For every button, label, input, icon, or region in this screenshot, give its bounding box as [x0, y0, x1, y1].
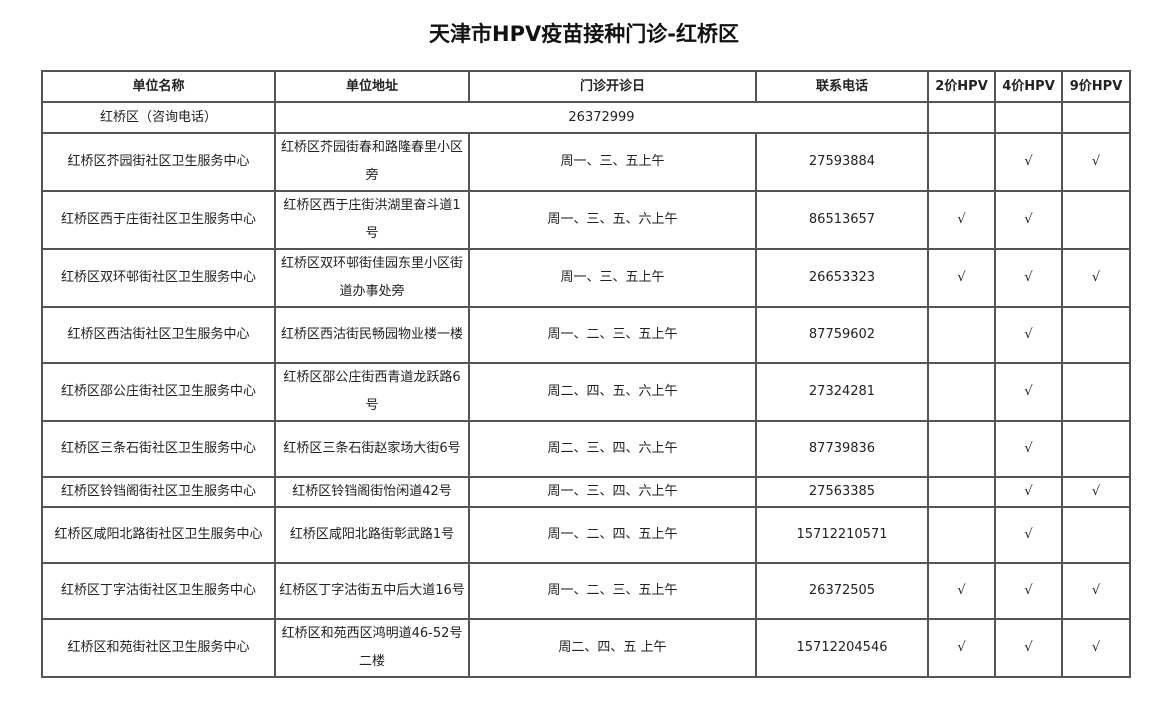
cell-address: 红桥区和苑西区鸿明道46-52号二楼 — [274, 618, 470, 678]
cell-name: 红桥区邵公庄街社区卫生服务中心 — [41, 362, 276, 422]
clinic-table: 单位名称 单位地址 门诊开诊日 联系电话 2价HPV 4价HPV 9价HPV 红… — [41, 70, 1131, 678]
cell-phone: 15712204546 — [755, 618, 929, 678]
cell-address: 红桥区西沽街民畅园物业楼一楼 — [274, 306, 470, 364]
cell-hpv9: √ — [1061, 132, 1131, 192]
header-hpv9: 9价HPV — [1061, 70, 1131, 103]
cell-phone: 86513657 — [755, 190, 929, 250]
table-row: 红桥区邵公庄街社区卫生服务中心 红桥区邵公庄街西青道龙跃路6号 周二、四、五、六上午… — [41, 362, 1131, 422]
cell-name: 红桥区芥园街社区卫生服务中心 — [41, 132, 276, 192]
cell-hpv4: √ — [994, 420, 1063, 478]
table-row: 红桥区西沽街社区卫生服务中心 红桥区西沽街民畅园物业楼一楼 周一、二、三、五上午 87… — [41, 306, 1131, 364]
table-row: 红桥区三条石街社区卫生服务中心 红桥区三条石街赵家场大街6号 周二、三、四、六上午 8… — [41, 420, 1131, 478]
cell-hpv2 — [927, 362, 996, 422]
cell-name: 红桥区咸阳北路街社区卫生服务中心 — [41, 506, 276, 564]
cell-hpv4: √ — [994, 132, 1063, 192]
cell-phone: 26653323 — [755, 248, 929, 308]
header-hpv2: 2价HPV — [927, 70, 996, 103]
cell-hpv4: √ — [994, 618, 1063, 678]
cell-hpv9 — [1061, 101, 1131, 134]
cell-hpv2 — [927, 420, 996, 478]
cell-address: 红桥区三条石街赵家场大街6号 — [274, 420, 470, 478]
table-row: 红桥区丁字沽街社区卫生服务中心 红桥区丁字沽街五中后大道16号 周一、二、三、五上午… — [41, 562, 1131, 620]
cell-address: 红桥区铃铛阁街怡闲道42号 — [274, 476, 470, 508]
cell-hpv2: √ — [927, 190, 996, 250]
cell-phone: 15712210571 — [755, 506, 929, 564]
cell-hpv2 — [927, 506, 996, 564]
cell-hpv2: √ — [927, 618, 996, 678]
cell-hpv4 — [994, 101, 1063, 134]
consult-label: 红桥区（咨询电话） — [41, 101, 276, 134]
cell-days: 周一、三、五上午 — [468, 248, 757, 308]
cell-days: 周二、四、五 上午 — [468, 618, 757, 678]
cell-name: 红桥区西沽街社区卫生服务中心 — [41, 306, 276, 364]
header-phone: 联系电话 — [755, 70, 929, 103]
cell-phone: 27593884 — [755, 132, 929, 192]
table-row: 红桥区和苑街社区卫生服务中心 红桥区和苑西区鸿明道46-52号二楼 周二、四、五 上… — [41, 618, 1131, 678]
table-row: 红桥区铃铛阁街社区卫生服务中心 红桥区铃铛阁街怡闲道42号 周一、三、四、六上午 27… — [41, 476, 1131, 508]
header-days: 门诊开诊日 — [468, 70, 757, 103]
cell-hpv2 — [927, 476, 996, 508]
cell-address: 红桥区双环邨街佳园东里小区街道办事处旁 — [274, 248, 470, 308]
table-row: 红桥区芥园街社区卫生服务中心 红桥区芥园街春和路隆春里小区旁 周一、三、五上午 275… — [41, 132, 1131, 192]
cell-name: 红桥区丁字沽街社区卫生服务中心 — [41, 562, 276, 620]
cell-address: 红桥区邵公庄街西青道龙跃路6号 — [274, 362, 470, 422]
cell-days: 周一、三、五、六上午 — [468, 190, 757, 250]
consult-row: 红桥区（咨询电话） 26372999 — [41, 101, 1131, 134]
cell-hpv9: √ — [1061, 618, 1131, 678]
cell-name: 红桥区西于庄街社区卫生服务中心 — [41, 190, 276, 250]
table-row: 红桥区西于庄街社区卫生服务中心 红桥区西于庄街洪湖里奋斗道1号 周一、三、五、六上午… — [41, 190, 1131, 250]
header-hpv4: 4价HPV — [994, 70, 1063, 103]
cell-hpv9 — [1061, 362, 1131, 422]
header-name: 单位名称 — [41, 70, 276, 103]
cell-hpv2: √ — [927, 248, 996, 308]
cell-name: 红桥区铃铛阁街社区卫生服务中心 — [41, 476, 276, 508]
table-row: 红桥区咸阳北路街社区卫生服务中心 红桥区咸阳北路街彰武路1号 周一、二、四、五上午 1… — [41, 506, 1131, 564]
cell-phone: 87739836 — [755, 420, 929, 478]
header-row: 单位名称 单位地址 门诊开诊日 联系电话 2价HPV 4价HPV 9价HPV — [41, 70, 1131, 103]
cell-hpv9 — [1061, 506, 1131, 564]
cell-days: 周一、二、三、五上午 — [468, 306, 757, 364]
cell-name: 红桥区和苑街社区卫生服务中心 — [41, 618, 276, 678]
cell-days: 周二、三、四、六上午 — [468, 420, 757, 478]
cell-hpv2: √ — [927, 562, 996, 620]
cell-name: 红桥区三条石街社区卫生服务中心 — [41, 420, 276, 478]
cell-hpv4: √ — [994, 476, 1063, 508]
cell-name: 红桥区双环邨街社区卫生服务中心 — [41, 248, 276, 308]
cell-hpv4: √ — [994, 306, 1063, 364]
cell-phone: 87759602 — [755, 306, 929, 364]
cell-hpv2 — [927, 101, 996, 134]
cell-hpv4: √ — [994, 190, 1063, 250]
table-row: 红桥区双环邨街社区卫生服务中心 红桥区双环邨街佳园东里小区街道办事处旁 周一、三、五… — [41, 248, 1131, 308]
cell-phone: 27563385 — [755, 476, 929, 508]
cell-hpv9 — [1061, 190, 1131, 250]
consult-phone: 26372999 — [274, 101, 929, 134]
cell-hpv9 — [1061, 306, 1131, 364]
cell-hpv9: √ — [1061, 476, 1131, 508]
cell-days: 周二、四、五、六上午 — [468, 362, 757, 422]
cell-address: 红桥区丁字沽街五中后大道16号 — [274, 562, 470, 620]
cell-address: 红桥区咸阳北路街彰武路1号 — [274, 506, 470, 564]
cell-address: 红桥区西于庄街洪湖里奋斗道1号 — [274, 190, 470, 250]
cell-hpv2 — [927, 132, 996, 192]
cell-days: 周一、二、三、五上午 — [468, 562, 757, 620]
cell-hpv4: √ — [994, 562, 1063, 620]
cell-hpv9: √ — [1061, 248, 1131, 308]
cell-days: 周一、二、四、五上午 — [468, 506, 757, 564]
cell-phone: 27324281 — [755, 362, 929, 422]
cell-days: 周一、三、五上午 — [468, 132, 757, 192]
cell-address: 红桥区芥园街春和路隆春里小区旁 — [274, 132, 470, 192]
cell-hpv2 — [927, 306, 996, 364]
cell-hpv4: √ — [994, 506, 1063, 564]
header-address: 单位地址 — [274, 70, 470, 103]
cell-hpv4: √ — [994, 248, 1063, 308]
page-title: 天津市HPV疫苗接种门诊-红桥区 — [429, 22, 739, 46]
cell-hpv4: √ — [994, 362, 1063, 422]
cell-hpv9: √ — [1061, 562, 1131, 620]
cell-days: 周一、三、四、六上午 — [468, 476, 757, 508]
cell-phone: 26372505 — [755, 562, 929, 620]
cell-hpv9 — [1061, 420, 1131, 478]
